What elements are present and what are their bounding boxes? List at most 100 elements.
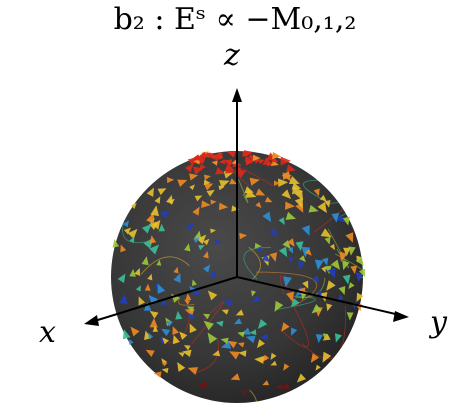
field-arrow-icon — [147, 273, 153, 281]
field-arrow-icon — [291, 185, 303, 195]
field-arrow-icon — [322, 257, 329, 266]
field-arrow-icon — [278, 246, 288, 258]
field-arrow-icon — [156, 259, 162, 266]
field-arrow-icon — [219, 159, 226, 165]
field-arrow-icon — [123, 227, 132, 235]
field-arrow-icon — [138, 296, 146, 306]
field-arrow-icon — [324, 236, 331, 245]
field-arrow-icon — [210, 228, 217, 234]
field-arrow-icon — [215, 320, 224, 327]
field-arrow-icon — [288, 246, 294, 254]
field-arrow-icon — [219, 180, 230, 189]
field-arrow-icon — [188, 313, 196, 321]
field-arrow-icon — [203, 174, 211, 181]
x-axis-arrowhead — [84, 315, 99, 326]
field-arrow-icon — [175, 310, 183, 320]
field-arrow-icon — [281, 382, 291, 389]
field-arrow-icon — [252, 154, 261, 162]
y-axis-label: y — [430, 305, 447, 340]
field-arrow-icon — [184, 243, 191, 252]
field-arrow-icon — [355, 256, 364, 266]
x-axis-label: x — [39, 315, 56, 350]
field-arrow-icon — [243, 150, 253, 158]
field-arrow-icon — [185, 293, 192, 301]
field-arrow-icon — [161, 360, 168, 367]
field-arrow-icon — [159, 337, 166, 344]
field-arrow-icon — [146, 212, 155, 224]
streamline — [122, 218, 151, 244]
y-axis-line — [236, 276, 405, 317]
field-arrow-icon — [148, 332, 154, 339]
field-arrow-icon — [165, 320, 173, 327]
field-arrow-icon — [153, 371, 162, 378]
streamline — [243, 247, 271, 280]
field-arrow-icon — [177, 362, 186, 372]
field-arrow-icon — [141, 256, 149, 266]
field-arrow-icon — [177, 179, 188, 187]
field-arrow-icon — [356, 292, 364, 302]
field-arrow-icon — [130, 203, 137, 209]
field-arrow-icon — [189, 173, 199, 181]
field-arrow-icon — [212, 152, 221, 160]
field-arrow-icon — [145, 349, 155, 357]
field-arrow-icon — [211, 160, 218, 166]
field-arrow-icon — [240, 390, 248, 396]
field-arrow-icon — [255, 188, 266, 196]
field-arrow-icon — [245, 335, 256, 344]
field-arrow-icon — [203, 179, 211, 186]
field-arrow-icon — [193, 286, 201, 296]
field-arrow-icon — [322, 333, 328, 340]
field-arrow-icon — [273, 180, 281, 186]
field-arrow-icon — [283, 276, 292, 288]
field-arrow-icon — [324, 200, 331, 208]
field-arrow-icon — [283, 363, 290, 371]
field-arrow-icon — [327, 267, 336, 279]
field-arrow-icon — [334, 333, 342, 343]
field-arrow-icon — [157, 283, 166, 294]
field-arrow-icon — [193, 159, 201, 165]
streamline — [280, 300, 309, 348]
field-arrow-icon — [202, 251, 209, 259]
streamline — [194, 337, 219, 374]
field-arrow-icon — [231, 205, 240, 212]
field-arrow-icon — [202, 313, 211, 320]
field-arrow-icon — [229, 351, 240, 360]
figure-title: b₂ : Eˢ ∝ −M₀,₁,₂ — [113, 2, 357, 37]
field-arrow-icon — [212, 350, 221, 357]
field-arrow-icon — [195, 155, 203, 162]
field-arrow-icon — [215, 167, 225, 175]
field-arrow-icon — [162, 337, 169, 345]
field-arrow-icon — [172, 326, 179, 336]
field-arrow-icon — [186, 306, 195, 313]
field-arrow-icon — [135, 285, 141, 292]
field-arrow-icon — [326, 280, 336, 291]
field-arrow-icon — [184, 299, 191, 305]
field-arrow-icon — [339, 251, 348, 262]
field-arrow-icon — [348, 282, 355, 290]
field-arrow-icon — [251, 295, 261, 303]
field-arrow-icon — [275, 383, 283, 390]
field-arrow-icon — [326, 303, 333, 312]
field-arrow-icon — [225, 167, 234, 174]
field-arrow-icon — [249, 329, 257, 336]
field-arrow-icon — [244, 156, 252, 162]
field-arrow-icon — [187, 367, 199, 375]
field-arrow-icon — [342, 216, 350, 226]
axes — [84, 88, 409, 326]
field-arrow-icon — [129, 236, 135, 244]
field-arrow-icon — [150, 205, 159, 217]
field-arrow-icon — [314, 259, 324, 271]
field-arrow-icon — [206, 189, 215, 197]
field-arrow-icon — [207, 290, 218, 301]
streamline — [244, 389, 257, 403]
field-arrow-icon — [310, 353, 320, 363]
field-arrow-icon — [196, 234, 207, 245]
field-arrow-icon — [236, 169, 247, 179]
field-arrow-icon — [277, 178, 289, 188]
field-arrow-icon — [193, 237, 200, 244]
field-arrow-icon — [355, 272, 364, 283]
field-arrow-icon — [158, 223, 166, 232]
field-arrow-icon — [193, 166, 204, 175]
field-arrow-icon — [152, 325, 159, 332]
streamline — [140, 256, 190, 275]
